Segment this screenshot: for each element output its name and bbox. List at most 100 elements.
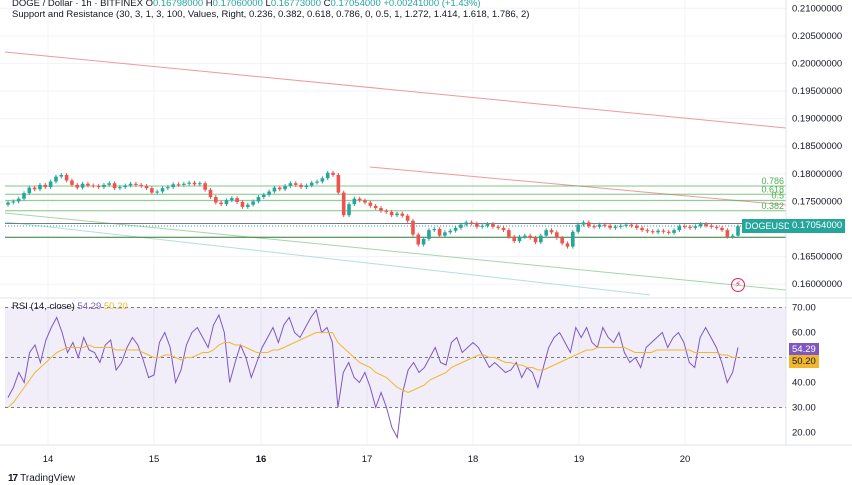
candle[interactable]	[629, 222, 634, 228]
candle[interactable]	[192, 180, 197, 187]
candle[interactable]	[38, 182, 42, 192]
candle[interactable]	[86, 181, 90, 188]
candle[interactable]	[144, 184, 149, 191]
candle[interactable]	[565, 241, 570, 249]
candle[interactable]	[618, 223, 623, 229]
candle[interactable]	[325, 170, 330, 181]
candle[interactable]	[272, 185, 277, 194]
candle[interactable]	[208, 187, 213, 199]
candle[interactable]	[224, 198, 229, 207]
candle[interactable]	[714, 224, 719, 230]
indicator-legend[interactable]: Support and Resistance (30, 3, 1, 3, 100…	[12, 9, 530, 20]
rsi-legend[interactable]: RSI (14, close) 54.29 50.20	[12, 301, 128, 312]
candle[interactable]	[347, 202, 351, 218]
candle[interactable]	[501, 225, 506, 233]
candle[interactable]	[171, 182, 175, 190]
candle[interactable]	[283, 184, 287, 192]
candle[interactable]	[245, 202, 250, 209]
candle[interactable]	[475, 221, 479, 229]
candle[interactable]	[379, 206, 383, 213]
candle[interactable]	[539, 233, 543, 245]
candle[interactable]	[587, 220, 591, 229]
candle[interactable]	[32, 185, 37, 192]
support-trendline[interactable]	[4, 212, 787, 291]
candle[interactable]	[293, 181, 298, 187]
candle[interactable]	[400, 211, 405, 218]
candle[interactable]	[432, 227, 437, 233]
candle[interactable]	[469, 220, 474, 226]
candle[interactable]	[544, 228, 548, 238]
candle[interactable]	[11, 199, 16, 205]
candle[interactable]	[720, 225, 724, 233]
candle[interactable]	[682, 224, 687, 229]
candle[interactable]	[517, 234, 522, 244]
candle[interactable]	[6, 200, 10, 207]
candle[interactable]	[267, 189, 271, 197]
support-trendline[interactable]	[4, 221, 651, 296]
candle[interactable]	[118, 185, 122, 191]
candle[interactable]	[437, 227, 442, 238]
candle[interactable]	[389, 209, 394, 218]
candle[interactable]	[672, 228, 676, 235]
candle[interactable]	[650, 229, 655, 235]
candle[interactable]	[485, 222, 490, 228]
candle[interactable]	[341, 190, 346, 218]
candle[interactable]	[182, 181, 186, 187]
candle[interactable]	[96, 184, 101, 190]
candle[interactable]	[427, 228, 431, 241]
candle[interactable]	[48, 179, 53, 190]
candle[interactable]	[240, 200, 245, 209]
candle[interactable]	[677, 224, 682, 233]
resistance-trendline[interactable]	[4, 51, 787, 129]
candle[interactable]	[613, 224, 618, 230]
candle[interactable]	[261, 192, 266, 199]
candle[interactable]	[528, 233, 532, 240]
candle[interactable]	[725, 228, 730, 239]
candle[interactable]	[602, 222, 607, 228]
candle[interactable]	[128, 181, 133, 188]
candle[interactable]	[187, 180, 191, 186]
candle[interactable]	[704, 222, 708, 228]
candle[interactable]	[507, 228, 511, 239]
candle[interactable]	[549, 228, 554, 235]
candle[interactable]	[320, 176, 325, 184]
candle[interactable]	[688, 224, 692, 230]
candle[interactable]	[459, 222, 463, 230]
candle[interactable]	[166, 185, 170, 191]
candle[interactable]	[219, 200, 223, 207]
lightning-icon[interactable]: ⚡	[731, 278, 745, 292]
candle[interactable]	[448, 228, 453, 235]
candle[interactable]	[640, 225, 644, 233]
candle[interactable]	[491, 222, 495, 229]
candle[interactable]	[75, 182, 80, 190]
candle[interactable]	[634, 223, 639, 230]
candle[interactable]	[560, 235, 564, 246]
candle[interactable]	[597, 222, 602, 229]
candle[interactable]	[299, 182, 303, 190]
candle[interactable]	[368, 200, 373, 208]
candle[interactable]	[421, 237, 426, 247]
candle[interactable]	[373, 203, 378, 210]
candle[interactable]	[54, 174, 58, 184]
candle[interactable]	[698, 222, 703, 229]
candle[interactable]	[661, 228, 666, 234]
price-pane[interactable]	[0, 0, 786, 298]
candle[interactable]	[709, 223, 714, 229]
candle[interactable]	[150, 186, 154, 195]
candle[interactable]	[59, 173, 64, 179]
rsi-line[interactable]	[7, 308, 739, 440]
candle[interactable]	[608, 223, 612, 230]
candle[interactable]	[624, 222, 628, 228]
candle[interactable]	[70, 178, 74, 187]
candle[interactable]	[411, 218, 415, 237]
candle[interactable]	[666, 229, 671, 235]
candle[interactable]	[443, 230, 447, 238]
candle[interactable]	[304, 183, 309, 190]
candle[interactable]	[523, 233, 527, 239]
candle[interactable]	[160, 186, 165, 194]
candle[interactable]	[405, 213, 410, 223]
candle[interactable]	[22, 191, 26, 201]
candle[interactable]	[198, 181, 202, 187]
candle[interactable]	[309, 180, 314, 188]
candle[interactable]	[336, 173, 341, 195]
